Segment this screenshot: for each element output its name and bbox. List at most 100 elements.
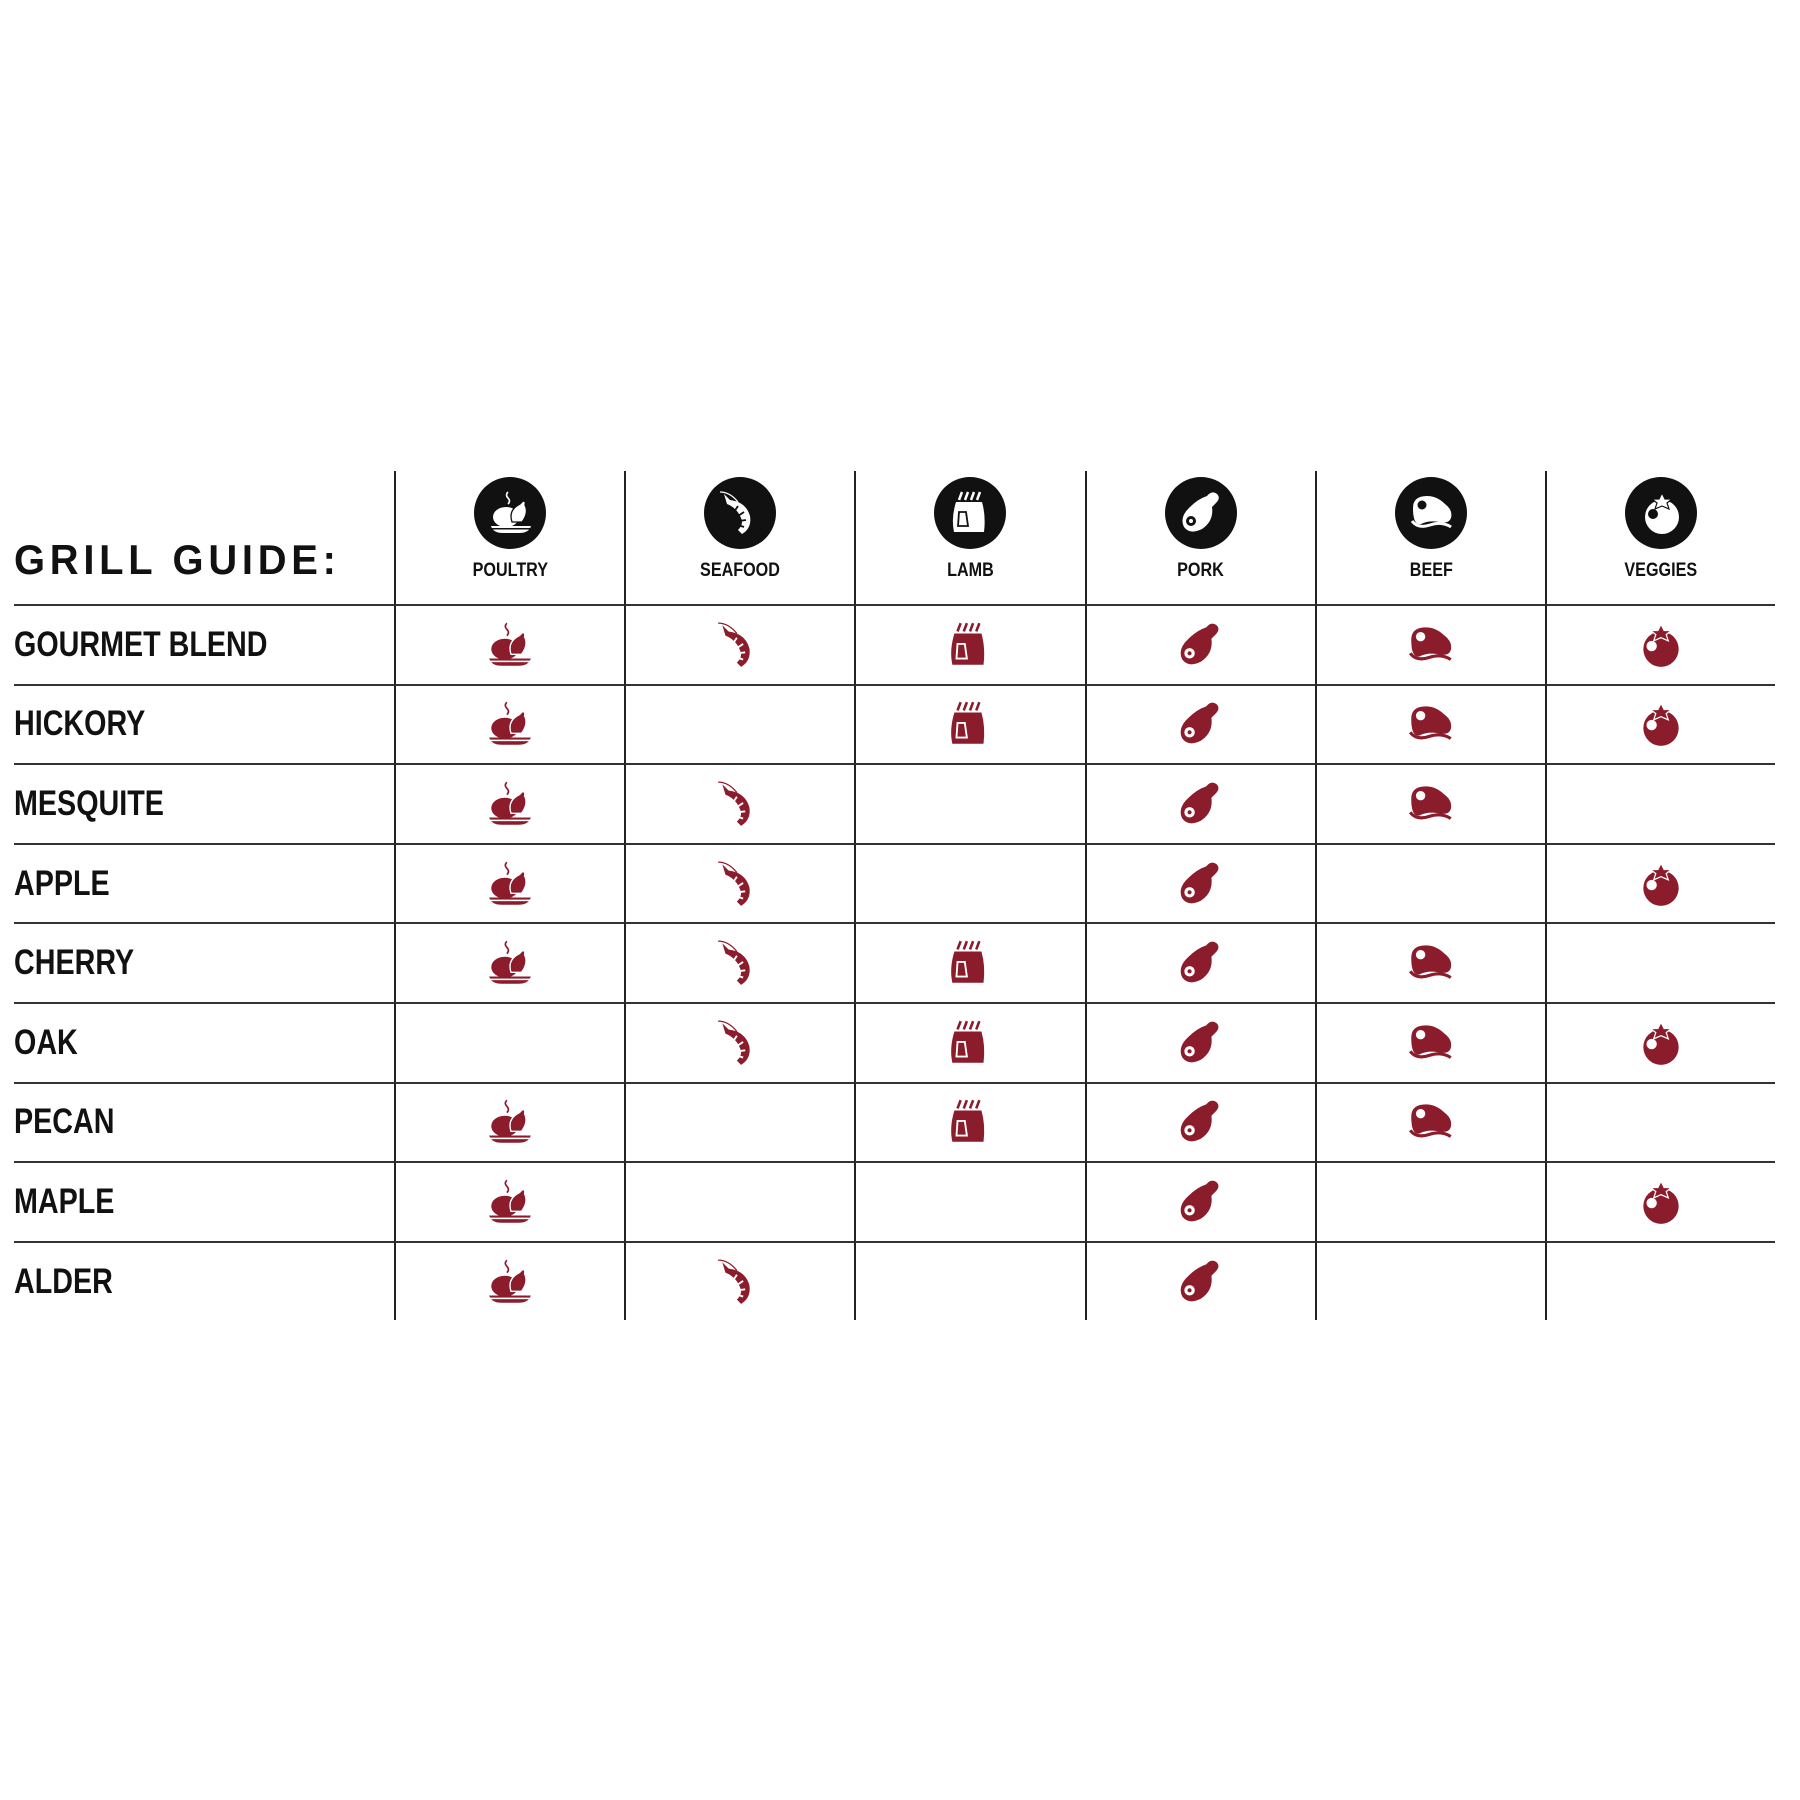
lamb-rack-icon xyxy=(951,622,985,665)
column-header-beef: BEEF xyxy=(1314,471,1545,604)
roast-chicken-icon xyxy=(489,861,531,905)
column-label: PORK xyxy=(1177,560,1224,581)
lamb-rack-icon xyxy=(951,1020,985,1063)
table-cell xyxy=(1314,763,1545,843)
table-cell xyxy=(1314,604,1545,684)
table-cell xyxy=(1544,1001,1776,1082)
table-cell xyxy=(394,1081,625,1162)
steak-icon xyxy=(1408,706,1452,741)
table-cell xyxy=(1084,763,1315,843)
lamb-rack-icon xyxy=(951,702,985,745)
table-cell xyxy=(854,842,1085,923)
table-cell xyxy=(1314,922,1545,1002)
ham-leg-icon xyxy=(1180,1180,1219,1222)
table-cell xyxy=(1544,683,1776,764)
row-label-cherry: CHERRY xyxy=(14,922,394,1002)
roast-chicken-icon xyxy=(474,477,547,549)
row-label-apple: APPLE xyxy=(14,842,394,923)
column-label: POULTRY xyxy=(472,560,548,581)
table-cell xyxy=(1084,1161,1315,1241)
lamb-rack-icon xyxy=(934,477,1007,549)
table-cell xyxy=(624,922,855,1002)
row-label-maple: MAPLE xyxy=(14,1161,394,1241)
shrimp-icon xyxy=(718,940,750,986)
table-cell xyxy=(1084,842,1315,923)
row-label-alder: ALDER xyxy=(14,1240,394,1321)
table-cell xyxy=(624,1001,855,1082)
tomato-icon xyxy=(1643,1179,1679,1224)
ham-leg-icon xyxy=(1164,477,1237,549)
shrimp-icon xyxy=(718,1259,750,1304)
table-cell xyxy=(624,1161,855,1241)
roast-chicken-icon xyxy=(489,1099,531,1144)
ham-leg-icon xyxy=(1180,1260,1219,1301)
tomato-icon xyxy=(1643,861,1679,906)
ham-leg-icon xyxy=(1180,623,1219,665)
table-cell xyxy=(1084,683,1315,764)
row-label-text: MAPLE xyxy=(14,1181,115,1221)
column-label: VEGGIES xyxy=(1624,560,1698,581)
table-cell xyxy=(1084,604,1315,684)
table-cell xyxy=(394,1240,625,1321)
table-cell xyxy=(854,1161,1085,1241)
column-label: BEEF xyxy=(1409,560,1453,581)
roast-chicken-icon xyxy=(489,1179,531,1223)
shrimp-icon xyxy=(704,477,777,549)
table-cell xyxy=(1544,922,1776,1002)
grill-guide-title: GRILL GUIDE: xyxy=(14,471,394,604)
row-label-text: APPLE xyxy=(14,863,110,903)
row-label-hickory: HICKORY xyxy=(14,683,394,764)
column-label: LAMB xyxy=(947,560,994,581)
table-cell xyxy=(1544,763,1776,843)
table-cell xyxy=(624,763,855,843)
steak-icon xyxy=(1408,786,1452,820)
table-cell xyxy=(854,604,1085,684)
table-cell xyxy=(854,683,1085,764)
ham-leg-icon xyxy=(1180,1100,1219,1142)
table-cell xyxy=(624,1240,855,1321)
table-cell xyxy=(394,683,625,764)
table-cell xyxy=(1084,1081,1315,1162)
roast-chicken-icon xyxy=(489,622,531,666)
column-label: SEAFOOD xyxy=(700,560,781,581)
table-cell xyxy=(1084,922,1315,1002)
ham-leg-icon xyxy=(1180,782,1219,824)
table-cell xyxy=(854,1240,1085,1321)
table-cell xyxy=(1084,1001,1315,1082)
table-cell xyxy=(1314,1161,1545,1241)
row-label-text: CHERRY xyxy=(14,943,135,983)
tomato-icon xyxy=(1625,477,1698,549)
table-cell xyxy=(1084,1240,1315,1321)
column-header-veggies: VEGGIES xyxy=(1544,471,1775,604)
table-cell xyxy=(854,922,1085,1002)
lamb-rack-icon xyxy=(951,940,985,983)
ham-leg-icon xyxy=(1180,1021,1219,1063)
table-cell xyxy=(1314,842,1545,923)
tomato-icon xyxy=(1643,622,1679,667)
table-cell xyxy=(854,1001,1085,1082)
shrimp-icon xyxy=(718,622,750,667)
table-cell xyxy=(854,763,1085,843)
ham-leg-icon xyxy=(1180,702,1219,744)
table-cell xyxy=(394,1161,625,1241)
table-cell xyxy=(854,1081,1085,1162)
table-cell xyxy=(624,842,855,923)
table-cell xyxy=(1314,1240,1545,1321)
table-cell xyxy=(1544,1081,1776,1162)
row-label-mesquite: MESQUITE xyxy=(14,763,394,843)
ham-leg-icon xyxy=(1180,941,1219,983)
row-label-text: OAK xyxy=(14,1022,78,1062)
row-label-text: MESQUITE xyxy=(14,783,164,823)
shrimp-icon xyxy=(718,861,750,906)
table-cell xyxy=(624,604,855,684)
table-cell xyxy=(1544,842,1776,923)
row-label-text: GOURMET BLEND xyxy=(14,624,268,664)
column-header-seafood: SEAFOOD xyxy=(624,471,854,604)
row-label-text: ALDER xyxy=(14,1261,113,1301)
steak-icon xyxy=(1408,1025,1452,1059)
tomato-icon xyxy=(1643,702,1679,747)
table-cell xyxy=(624,683,855,764)
title-text: GRILL GUIDE: xyxy=(14,536,341,583)
row-label-text: HICKORY xyxy=(14,704,146,744)
table-cell xyxy=(1314,683,1545,764)
